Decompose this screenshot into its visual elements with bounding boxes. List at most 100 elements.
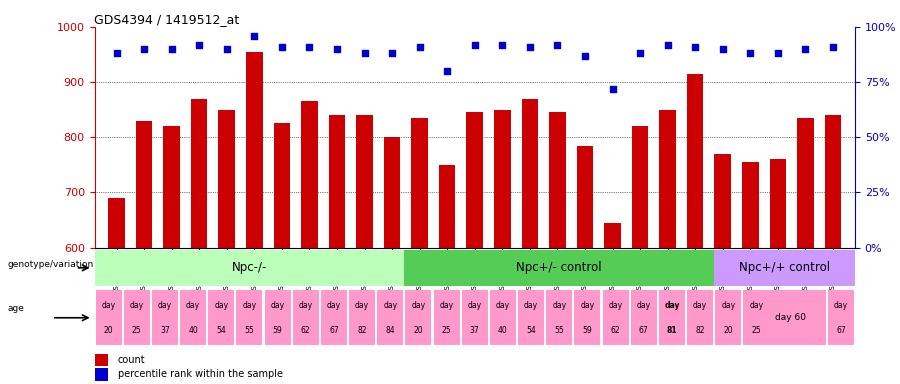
- Point: [192, 41, 206, 48]
- Text: 84: 84: [385, 326, 395, 335]
- Text: 67: 67: [329, 326, 338, 335]
- Bar: [377, 290, 403, 345]
- Text: 25: 25: [442, 326, 452, 335]
- Text: day: day: [553, 301, 566, 310]
- Bar: [715, 250, 855, 286]
- Text: 20: 20: [414, 326, 423, 335]
- Text: 82: 82: [357, 326, 367, 335]
- Bar: [191, 99, 208, 248]
- Bar: [180, 290, 206, 345]
- Text: day 60: day 60: [775, 313, 806, 322]
- Text: day: day: [608, 301, 623, 310]
- Text: day: day: [102, 301, 115, 310]
- Text: 40: 40: [188, 326, 198, 335]
- Text: day: day: [750, 301, 763, 310]
- Text: 37: 37: [470, 326, 480, 335]
- Text: count: count: [118, 355, 146, 365]
- Bar: [494, 110, 510, 248]
- Text: day: day: [664, 301, 680, 310]
- Text: day: day: [355, 301, 369, 310]
- Point: [165, 46, 179, 52]
- Bar: [743, 290, 770, 345]
- Text: 54: 54: [216, 326, 226, 335]
- Bar: [574, 290, 600, 345]
- Text: genotype/variation: genotype/variation: [7, 260, 94, 269]
- Point: [137, 46, 151, 52]
- Bar: [265, 290, 291, 345]
- Text: day: day: [214, 301, 229, 310]
- Bar: [328, 115, 346, 248]
- Text: 67: 67: [836, 326, 846, 335]
- Point: [688, 44, 702, 50]
- Text: day: day: [158, 301, 172, 310]
- Bar: [292, 290, 319, 345]
- Bar: [490, 290, 516, 345]
- Text: Npc+/+ control: Npc+/+ control: [739, 262, 830, 274]
- Bar: [94, 250, 404, 286]
- Bar: [687, 290, 713, 345]
- Bar: [95, 290, 122, 345]
- Point: [329, 46, 344, 52]
- Point: [412, 44, 427, 50]
- Bar: [124, 290, 149, 345]
- Text: 25: 25: [132, 326, 141, 335]
- Point: [440, 68, 454, 74]
- Bar: [765, 290, 815, 345]
- Bar: [246, 52, 263, 248]
- Bar: [771, 290, 797, 345]
- Bar: [742, 162, 759, 248]
- Bar: [406, 290, 431, 345]
- Text: day: day: [299, 301, 313, 310]
- Point: [468, 41, 482, 48]
- Text: 59: 59: [582, 326, 592, 335]
- Bar: [356, 115, 373, 248]
- Bar: [604, 223, 621, 248]
- Text: 67: 67: [639, 326, 649, 335]
- Bar: [659, 290, 685, 345]
- Bar: [800, 290, 825, 345]
- Text: 40: 40: [498, 326, 508, 335]
- Point: [826, 44, 841, 50]
- Bar: [518, 290, 544, 345]
- Bar: [715, 154, 731, 248]
- Text: 55: 55: [554, 326, 564, 335]
- Text: 81: 81: [667, 326, 677, 335]
- Text: day: day: [468, 301, 482, 310]
- Text: 20: 20: [724, 326, 733, 335]
- Bar: [660, 110, 676, 248]
- Text: 82: 82: [696, 326, 705, 335]
- Point: [770, 50, 785, 56]
- Bar: [577, 146, 593, 248]
- Bar: [439, 165, 455, 248]
- Text: 62: 62: [301, 326, 310, 335]
- Bar: [462, 290, 488, 345]
- Bar: [349, 290, 375, 345]
- Bar: [632, 126, 648, 248]
- Point: [385, 50, 400, 56]
- Point: [109, 50, 123, 56]
- Point: [578, 53, 592, 59]
- Bar: [108, 198, 125, 248]
- Text: day: day: [693, 301, 707, 310]
- Bar: [94, 354, 108, 366]
- Point: [523, 44, 537, 50]
- Text: day: day: [496, 301, 510, 310]
- Point: [357, 50, 372, 56]
- Bar: [237, 290, 263, 345]
- Bar: [716, 290, 742, 345]
- Point: [716, 46, 730, 52]
- Text: Npc+/- control: Npc+/- control: [517, 262, 602, 274]
- Text: age: age: [7, 305, 24, 313]
- Bar: [549, 113, 566, 248]
- Point: [798, 46, 813, 52]
- Bar: [828, 290, 854, 345]
- Bar: [824, 115, 842, 248]
- Bar: [434, 290, 460, 345]
- Text: Npc-/-: Npc-/-: [231, 262, 267, 274]
- Bar: [522, 99, 538, 248]
- Text: GDS4394 / 1419512_at: GDS4394 / 1419512_at: [94, 13, 239, 26]
- Text: day: day: [636, 301, 651, 310]
- Text: 20: 20: [104, 326, 113, 335]
- Text: day: day: [524, 301, 538, 310]
- Text: percentile rank within the sample: percentile rank within the sample: [118, 369, 283, 379]
